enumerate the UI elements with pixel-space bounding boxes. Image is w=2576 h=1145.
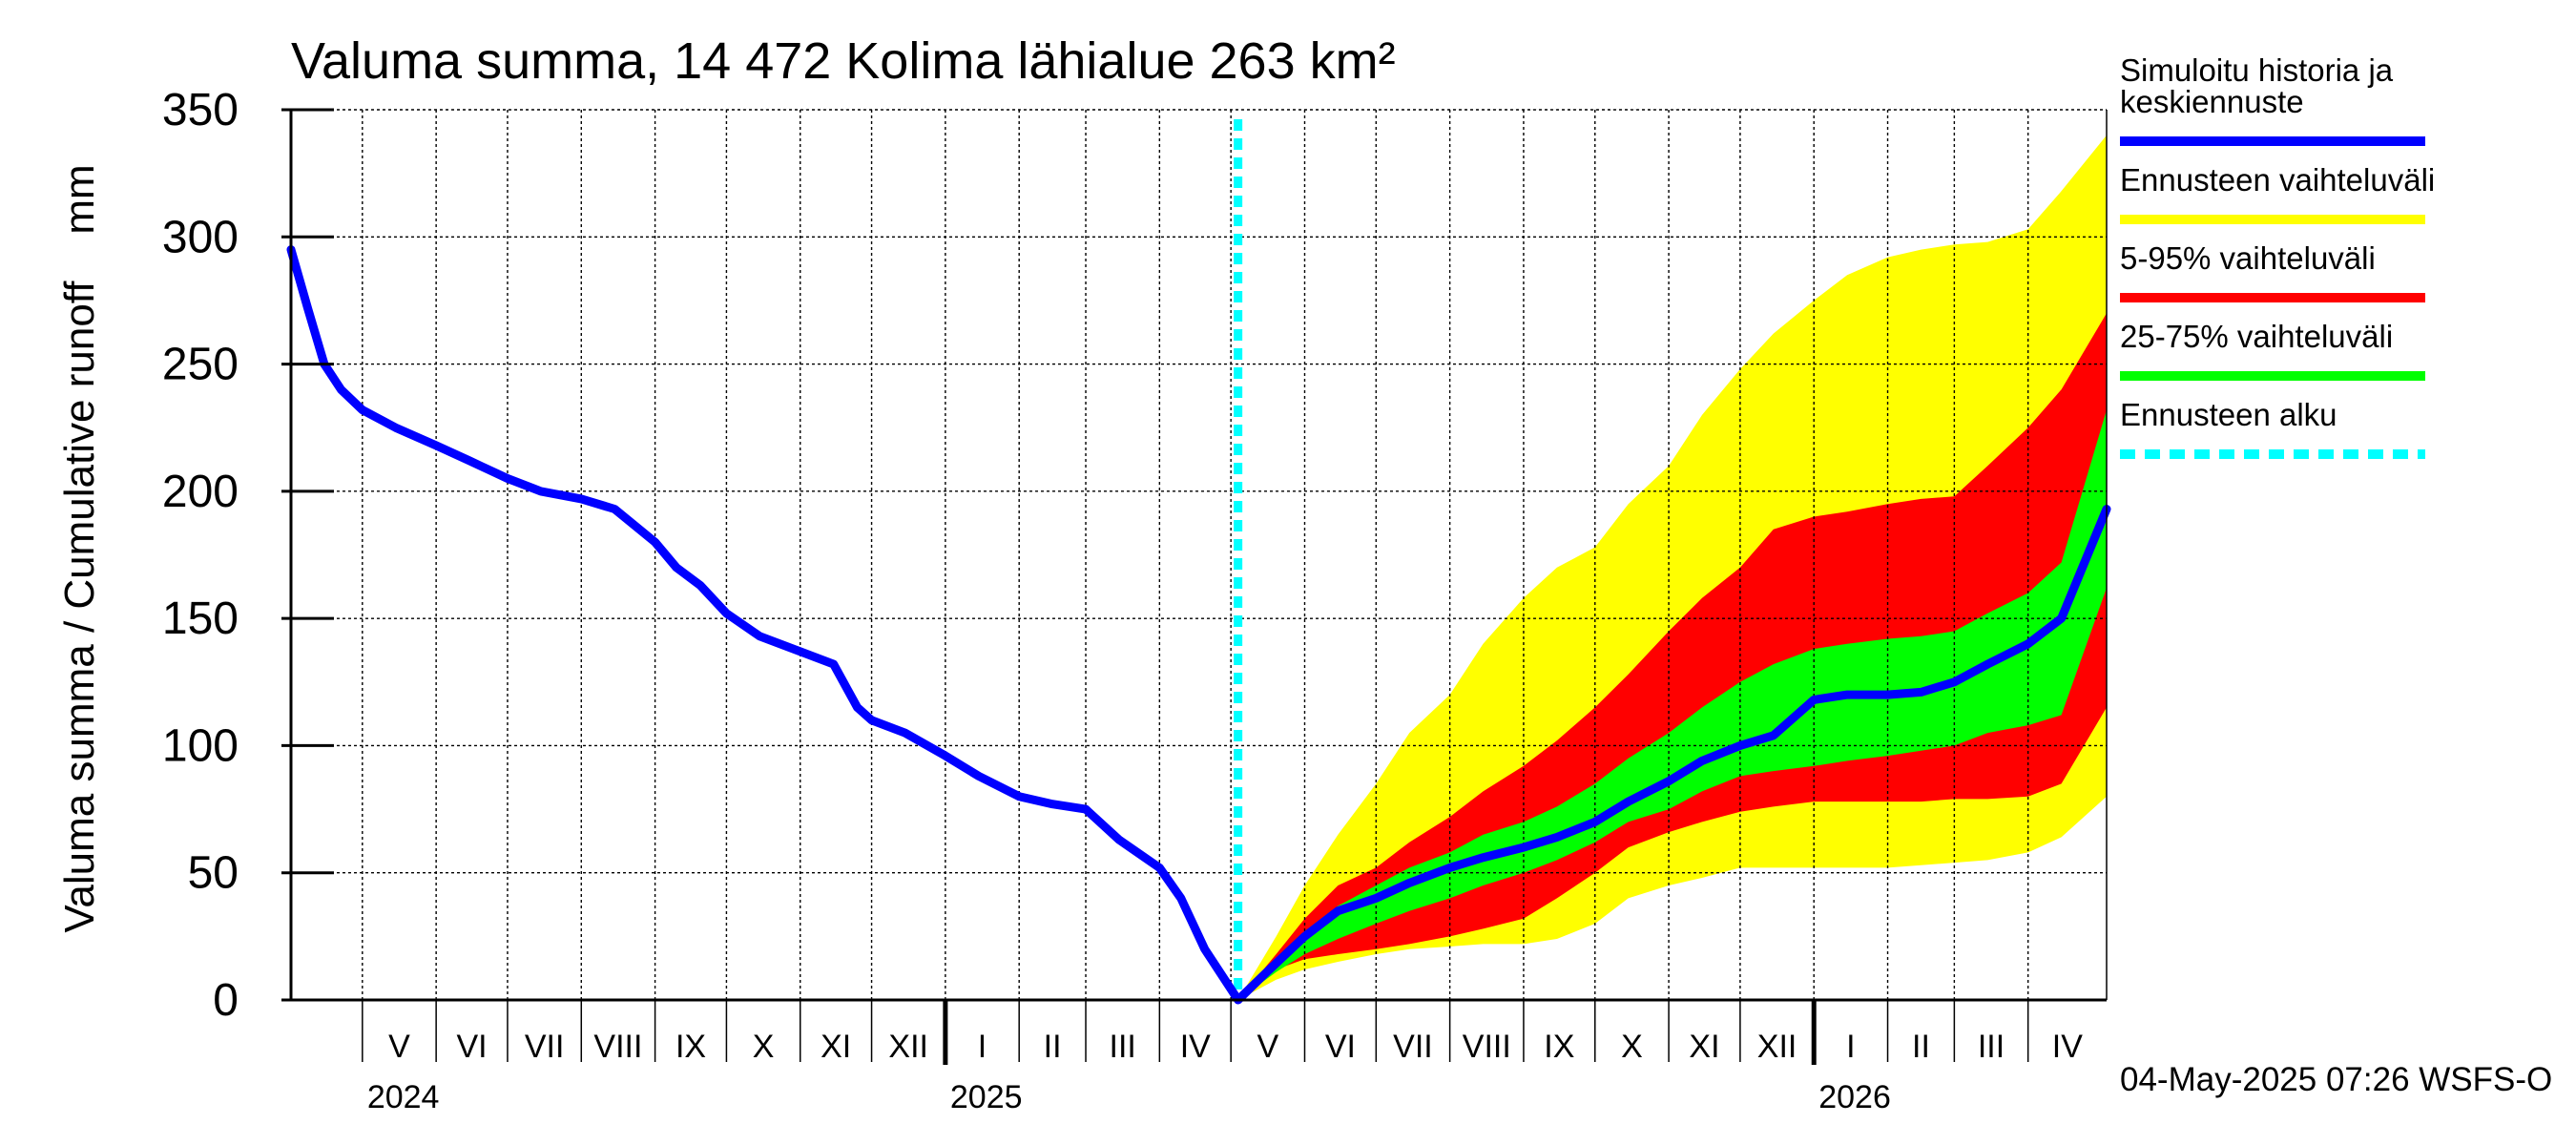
y-tick-label: 0 — [213, 975, 239, 1026]
month-label: II — [1044, 1029, 1062, 1065]
month-label: V — [1257, 1029, 1278, 1065]
month-label: II — [1912, 1029, 1930, 1065]
line-layer — [286, 245, 2111, 1005]
legend-label: 5-95% vaihteluväli — [2120, 240, 2376, 276]
y-tick-label: 150 — [162, 593, 239, 644]
month-label: X — [753, 1029, 775, 1065]
series-line — [286, 245, 2111, 1005]
y-axis-label: Valuma summa / Cumulative runoff mm — [56, 164, 103, 932]
legend-label: Simuloitu historia ja — [2120, 52, 2394, 88]
bands-layer — [1237, 135, 2107, 1001]
chart-title: Valuma summa, 14 472 Kolima lähialue 263… — [291, 32, 1396, 90]
month-label: XI — [1689, 1029, 1719, 1065]
month-label: IV — [1180, 1029, 1211, 1065]
month-label: VI — [1325, 1029, 1356, 1065]
month-label: I — [1846, 1029, 1855, 1065]
band-2 — [1237, 409, 2107, 1001]
y-tick-label: 350 — [162, 85, 239, 135]
month-label: XII — [888, 1029, 928, 1065]
y-tick-label: 200 — [162, 467, 239, 517]
month-label: X — [1621, 1029, 1643, 1065]
y-tick-label: 250 — [162, 340, 239, 390]
month-label: III — [1110, 1029, 1136, 1065]
band-1 — [1237, 313, 2107, 1000]
month-label: I — [978, 1029, 987, 1065]
y-tick-label: 300 — [162, 212, 239, 262]
month-label: VII — [1393, 1029, 1433, 1065]
y-tick-label: 100 — [162, 720, 239, 771]
month-label: V — [388, 1029, 410, 1065]
month-label: VI — [456, 1029, 487, 1065]
month-label: IV — [2052, 1029, 2083, 1065]
month-label: IX — [1544, 1029, 1574, 1065]
month-label: VIII — [1463, 1029, 1511, 1065]
year-label: 2025 — [950, 1079, 1023, 1115]
month-label: XII — [1757, 1029, 1797, 1065]
month-label: VII — [525, 1029, 565, 1065]
month-label: XI — [821, 1029, 851, 1065]
month-label: IX — [675, 1029, 706, 1065]
y-tick-label: 50 — [188, 848, 239, 899]
year-label: 2026 — [1818, 1079, 1891, 1115]
legend-label: 25-75% vaihteluväli — [2120, 319, 2393, 354]
month-label: VIII — [593, 1029, 642, 1065]
month-label: III — [1978, 1029, 2005, 1065]
year-label: 2024 — [367, 1079, 440, 1115]
footer-timestamp: 04-May-2025 07:26 WSFS-O — [2120, 1061, 2552, 1098]
legend-label: keskiennuste — [2120, 84, 2304, 119]
legend-label: Ennusteen vaihteluväli — [2120, 162, 2435, 198]
legend-label: Ennusteen alku — [2120, 397, 2337, 432]
